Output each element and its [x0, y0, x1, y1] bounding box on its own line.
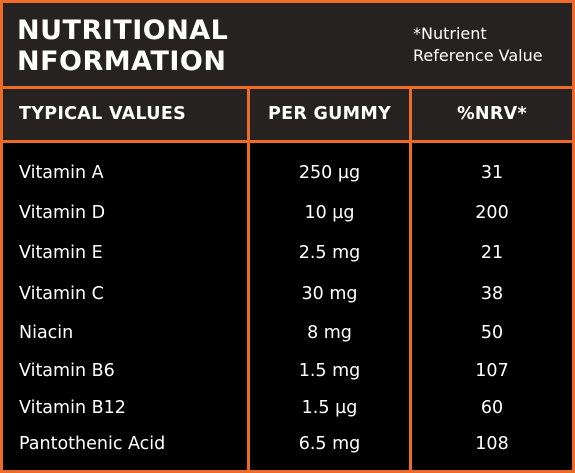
table-row: Vitamin C 30 mg 38 [3, 274, 572, 314]
title-line-1: NUTRITIONAL [17, 15, 229, 46]
per-gummy-amount: 1.5 mg [298, 361, 361, 381]
nutrient-name: Vitamin B6 [19, 361, 115, 381]
per-gummy-amount: 250 µg [298, 163, 361, 183]
nutrient-name: Vitamin D [19, 203, 106, 223]
nrv-footnote: *Nutrient Reference Value [413, 23, 573, 67]
nutrient-name: Niacin [19, 323, 74, 343]
per-gummy-amount: 8 mg [307, 323, 352, 343]
per-gummy-amount: 1.5 µg [301, 398, 358, 418]
column-header-per-gummy: PER GUMMY [267, 104, 392, 124]
nutrient-name: Pantothenic Acid [19, 434, 166, 454]
table-row: Vitamin E 2.5 mg 21 [3, 233, 572, 273]
nrv-percent: 38 [480, 284, 504, 304]
divider-header [3, 86, 572, 89]
footnote-line-1: *Nutrient [413, 24, 487, 43]
nutrient-name: Vitamin A [19, 163, 104, 183]
nutrient-name: Vitamin E [19, 243, 103, 263]
nrv-percent: 200 [475, 203, 509, 223]
nrv-percent: 21 [480, 243, 504, 263]
column-header-nrv: %NRV* [457, 104, 527, 124]
panel-header: NUTRITIONAL NFORMATION *Nutrient Referen… [3, 3, 572, 86]
table-row: Vitamin A 250 µg 31 [3, 153, 572, 193]
table-row: Pantothenic Acid 6.5 mg 108 [3, 424, 572, 464]
column-header-row [3, 89, 572, 140]
nrv-percent: 107 [475, 361, 509, 381]
column-divider-1 [247, 89, 250, 470]
column-divider-2 [409, 89, 412, 470]
divider-column-header [3, 140, 572, 143]
nrv-percent: 31 [480, 163, 504, 183]
footnote-line-2: Reference Value [413, 46, 543, 65]
per-gummy-amount: 6.5 mg [298, 434, 361, 454]
table-row: Vitamin B12 1.5 µg 60 [3, 388, 572, 428]
per-gummy-amount: 2.5 mg [298, 243, 361, 263]
nrv-percent: 50 [480, 323, 504, 343]
table-row: Vitamin D 10 µg 200 [3, 193, 572, 233]
nutrient-name: Vitamin B12 [19, 398, 126, 418]
per-gummy-amount: 10 µg [304, 203, 355, 223]
column-header-typical-values: TYPICAL VALUES [19, 104, 186, 124]
per-gummy-amount: 30 mg [301, 284, 358, 304]
table-row: Niacin 8 mg 50 [3, 313, 572, 353]
nrv-percent: 108 [475, 434, 509, 454]
title-line-2: NFORMATION [17, 46, 227, 77]
nutrient-name: Vitamin C [19, 284, 104, 304]
table-row: Vitamin B6 1.5 mg 107 [3, 351, 572, 391]
nrv-percent: 60 [480, 398, 504, 418]
panel-title: NUTRITIONAL NFORMATION [17, 15, 317, 77]
